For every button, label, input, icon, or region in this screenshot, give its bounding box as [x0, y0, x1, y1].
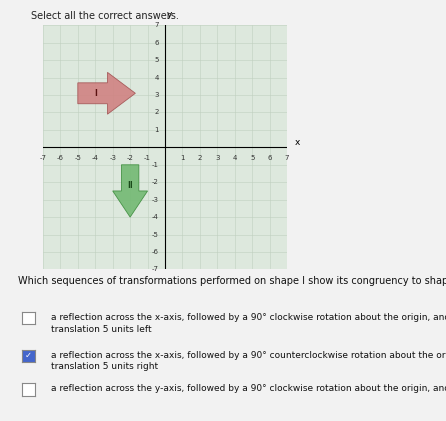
Text: -5: -5: [74, 155, 81, 161]
Text: 1: 1: [154, 127, 159, 133]
Text: -5: -5: [152, 232, 159, 237]
Text: -1: -1: [144, 155, 151, 161]
Text: -2: -2: [127, 155, 133, 161]
Polygon shape: [113, 165, 148, 217]
Text: -1: -1: [152, 162, 159, 168]
Text: a reflection across the x-axis, followed by a 90° clockwise rotation about the o: a reflection across the x-axis, followed…: [51, 313, 446, 333]
Text: -6: -6: [57, 155, 64, 161]
Text: -7: -7: [39, 155, 46, 161]
Text: ✓: ✓: [25, 351, 32, 360]
Text: 6: 6: [268, 155, 272, 161]
Text: 4: 4: [155, 75, 159, 80]
Polygon shape: [78, 72, 136, 114]
Text: -4: -4: [152, 214, 159, 220]
Text: 6: 6: [154, 40, 159, 46]
Text: Which sequences of transformations performed on shape I show its congruency to s: Which sequences of transformations perfo…: [18, 276, 446, 286]
Text: 3: 3: [215, 155, 219, 161]
Text: 7: 7: [285, 155, 289, 161]
Text: 1: 1: [180, 155, 185, 161]
Text: -2: -2: [152, 179, 159, 185]
Text: Select all the correct answers.: Select all the correct answers.: [31, 11, 179, 21]
Text: -3: -3: [152, 197, 159, 203]
Text: I: I: [94, 89, 97, 98]
Text: 5: 5: [250, 155, 254, 161]
Text: -7: -7: [152, 266, 159, 272]
Text: 7: 7: [154, 22, 159, 28]
Text: 2: 2: [198, 155, 202, 161]
Text: a reflection across the x-axis, followed by a 90° counterclockwise rotation abou: a reflection across the x-axis, followed…: [51, 351, 446, 371]
Text: -6: -6: [152, 249, 159, 255]
Text: 4: 4: [233, 155, 237, 161]
Text: y: y: [167, 10, 172, 19]
Text: x: x: [295, 139, 300, 147]
Text: -4: -4: [92, 155, 99, 161]
Text: -3: -3: [109, 155, 116, 161]
Text: 3: 3: [154, 92, 159, 98]
Text: 2: 2: [155, 109, 159, 115]
Text: II: II: [127, 181, 133, 190]
Text: 5: 5: [155, 57, 159, 63]
Text: a reflection across the y-axis, followed by a 90° clockwise rotation about the o: a reflection across the y-axis, followed…: [51, 384, 446, 393]
